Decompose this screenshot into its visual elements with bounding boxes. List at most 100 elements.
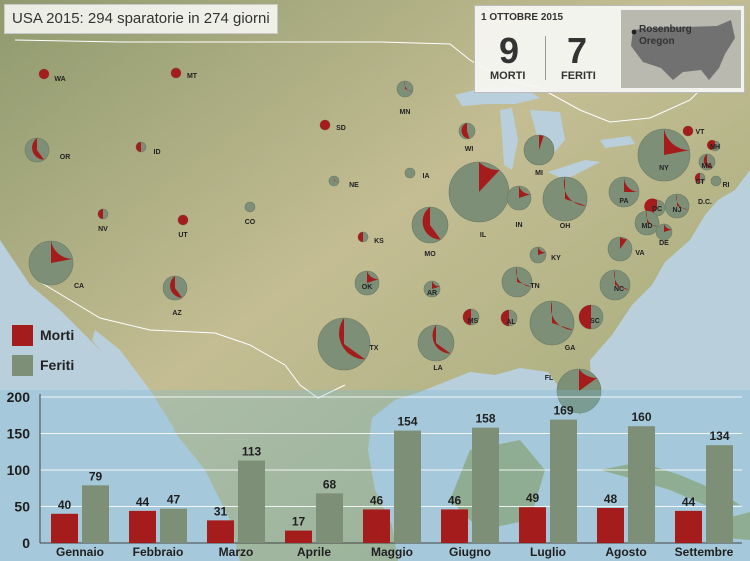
state-label: MT: [187, 73, 198, 80]
state-bubble-ma: MA: [698, 153, 716, 171]
title-box: USA 2015: 294 sparatorie in 274 giorni: [4, 4, 278, 34]
state-label: MO: [424, 251, 436, 258]
lake-michigan: [500, 108, 518, 170]
bar-morti: [285, 530, 312, 543]
state-label: NV: [98, 226, 108, 233]
state-bubble-wa: WA: [38, 68, 66, 83]
legend-item-feriti: Feriti: [12, 355, 132, 385]
state-label: CA: [74, 283, 84, 290]
event-date: 1 OTTOBRE 2015: [481, 12, 564, 23]
bubble-morti: [479, 162, 500, 192]
state-label: VA: [635, 250, 644, 257]
bar-morti: [675, 510, 702, 543]
morti-count-label: MORTI: [490, 70, 526, 82]
state-bubble-mt: MT: [170, 67, 198, 80]
state-label: OR: [60, 154, 71, 161]
us-minimap: Rosenburg Oregon: [621, 10, 741, 88]
state-label: OK: [362, 284, 373, 291]
bubble-morti: [136, 142, 141, 152]
state-bubble-va: VA: [607, 236, 645, 262]
state-bubble-ar: AR: [423, 280, 441, 298]
state-bubble-ky: KY: [529, 246, 561, 264]
bubble-morti: [683, 126, 693, 136]
data-label-feriti: 154: [397, 415, 417, 429]
state-label: KS: [374, 238, 384, 245]
state-label: DE: [659, 240, 669, 247]
state-label: KY: [551, 255, 561, 262]
bubble-morti: [664, 224, 672, 232]
feriti-count: 7: [567, 30, 588, 71]
state-bubbles-layer: WA MT OR ID SD MN WI NV UT CO NE IA CA KS MO IL IN OH MI NY…: [24, 67, 730, 414]
bubble-feriti: [404, 167, 416, 179]
minimap-shape: [621, 10, 741, 88]
bar-feriti: [238, 460, 265, 543]
state-label: NJ: [673, 207, 682, 214]
bar-morti: [363, 509, 390, 543]
legend: Morti Feriti: [12, 325, 132, 385]
state-label: RI: [723, 182, 730, 189]
legend-item-morti: Morti: [12, 325, 132, 355]
state-label: IL: [480, 232, 487, 239]
x-tick-label: Agosto: [605, 545, 646, 559]
state-label: UT: [178, 232, 188, 239]
x-tick-label: Aprile: [297, 545, 331, 559]
bubble-morti: [664, 129, 690, 155]
state-bubble-nc: NC: [599, 269, 631, 301]
state-bubble-dc: D.C.: [698, 199, 712, 206]
data-label-feriti: 79: [89, 469, 103, 483]
bubble-morti: [98, 209, 103, 219]
state-bubble-id: ID: [135, 141, 161, 156]
state-bubble-mo: MO: [411, 206, 449, 258]
bubble-morti: [339, 318, 366, 360]
bubble-morti: [538, 247, 546, 255]
state-label: SD: [336, 125, 346, 132]
state-bubble-pa: PA: [608, 176, 640, 208]
data-label-feriti: 47: [167, 493, 181, 507]
bubble-morti: [539, 135, 544, 150]
x-tick-label: Luglio: [530, 545, 566, 559]
state-label: NY: [659, 165, 669, 172]
bubble-morti: [620, 237, 628, 249]
bar-morti: [597, 507, 624, 543]
data-label-morti: 46: [448, 493, 462, 507]
legend-swatch-feriti: [12, 355, 33, 376]
state-bubble-az: AZ: [162, 275, 188, 317]
bubble-feriti: [244, 201, 256, 213]
state-bubble-co: CO: [244, 201, 256, 226]
bubble-morti: [703, 154, 712, 169]
data-label-morti: 48: [604, 492, 618, 506]
state-bubble-ca: CA: [28, 240, 84, 290]
info-divider: [545, 36, 546, 80]
y-tick-label: 100: [7, 462, 31, 478]
bar-feriti: [316, 493, 343, 543]
data-label-morti: 40: [58, 498, 72, 512]
bar-morti: [441, 509, 468, 543]
state-bubble-la: LA: [417, 324, 455, 372]
state-label: IA: [423, 173, 430, 180]
bubble-morti: [32, 138, 45, 160]
state-bubble-ut: UT: [177, 214, 188, 239]
state-label: CT: [695, 179, 705, 186]
state-bubble-vt: VT: [682, 125, 705, 137]
y-tick-label: 0: [22, 535, 30, 551]
bubble-morti: [676, 194, 689, 210]
bubble-morti: [624, 177, 639, 192]
state-label: TX: [370, 345, 379, 352]
bar-feriti: [160, 508, 187, 543]
state-label: ID: [154, 149, 161, 156]
state-label: MS: [468, 318, 479, 325]
state-label: DC: [652, 206, 662, 213]
state-bubble-mi: MI: [523, 134, 555, 177]
bar-morti: [519, 507, 546, 543]
state-bubble-or: OR: [24, 137, 71, 163]
x-tick-label: Settembre: [675, 545, 734, 559]
state-bubble-ok: OK: [354, 270, 380, 296]
legend-label-morti: Morti: [40, 327, 75, 343]
bubble-morti: [422, 207, 441, 240]
bubble-morti: [170, 276, 183, 298]
bubble-morti: [367, 271, 379, 283]
lake-erie: [548, 160, 600, 180]
state-label: PA: [619, 198, 628, 205]
lake-ontario: [600, 136, 635, 148]
state-label: NC: [614, 286, 624, 293]
